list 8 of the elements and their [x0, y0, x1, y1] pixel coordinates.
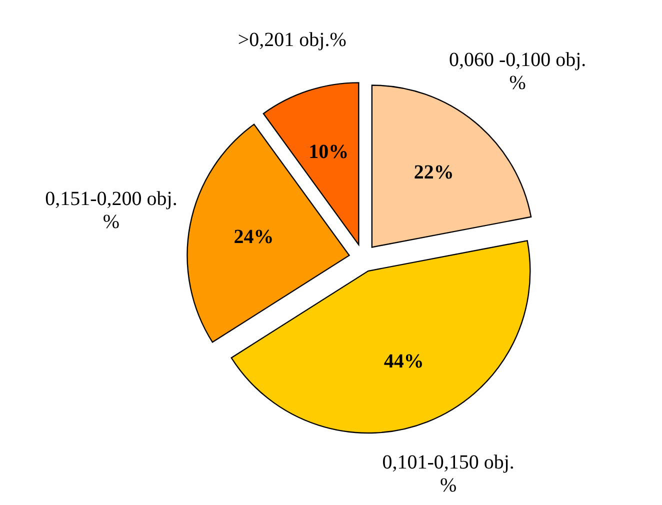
data-label: 10% — [308, 141, 349, 164]
data-label: 44% — [384, 350, 424, 372]
slice-label: 0,151-0,200 obj. % — [45, 188, 178, 233]
slice-label: 0,101-0,150 obj. % — [382, 451, 514, 496]
slice-label: 0,060 -0,100 obj. % — [448, 49, 586, 94]
data-label: 24% — [234, 226, 274, 248]
data-label: 22% — [414, 161, 454, 184]
slice-label: >0,201 obj.% — [238, 28, 346, 51]
